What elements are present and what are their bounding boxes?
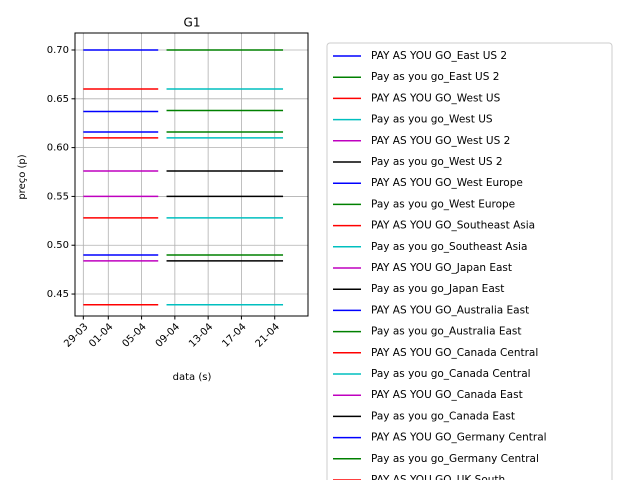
legend-label: PAY AS YOU GO_West US	[371, 92, 501, 104]
x-axis-label: data (s)	[173, 372, 212, 383]
legend-label: Pay as you go_Southeast Asia	[371, 241, 527, 253]
legend-label: Pay as you go_Canada Central	[371, 368, 531, 380]
legend-label: PAY AS YOU GO_UK South	[371, 474, 505, 480]
y-axis-label: preço (p)	[17, 154, 28, 199]
chart-title: G1	[184, 16, 201, 30]
legend-label: Pay as you go_West US	[371, 114, 493, 126]
legend-label: Pay as you go_East US 2	[371, 71, 499, 83]
y-tick-label: 0.70	[47, 45, 69, 56]
legend-label: PAY AS YOU GO_Canada Central	[371, 347, 538, 359]
legend-label: PAY AS YOU GO_Southeast Asia	[371, 220, 535, 232]
legend-label: PAY AS YOU GO_Japan East	[371, 262, 512, 274]
legend-label: Pay as you go_West US 2	[371, 156, 503, 168]
legend-label: Pay as you go_Japan East	[371, 283, 504, 295]
legend-label: Pay as you go_Germany Central	[371, 453, 539, 465]
legend-label: PAY AS YOU GO_West US 2	[371, 135, 510, 147]
y-tick-label: 0.55	[47, 191, 69, 202]
y-tick-label: 0.60	[47, 143, 69, 154]
legend-label: PAY AS YOU GO_Australia East	[371, 304, 529, 316]
legend-label: PAY AS YOU GO_Germany Central	[371, 432, 547, 444]
legend-label: Pay as you go_West Europe	[371, 198, 515, 210]
legend-label: PAY AS YOU GO_East US 2	[371, 50, 507, 62]
y-tick-label: 0.45	[47, 289, 69, 300]
legend-label: Pay as you go_Canada East	[371, 410, 515, 422]
y-tick-label: 0.50	[47, 240, 69, 251]
plot-frame	[74, 32, 309, 317]
y-tick-label: 0.65	[47, 94, 69, 105]
legend-box	[326, 42, 613, 480]
legend-label: PAY AS YOU GO_Canada East	[371, 389, 523, 401]
legend-label: Pay as you go_Australia East	[371, 326, 522, 338]
legend-label: PAY AS YOU GO_West Europe	[371, 177, 523, 189]
